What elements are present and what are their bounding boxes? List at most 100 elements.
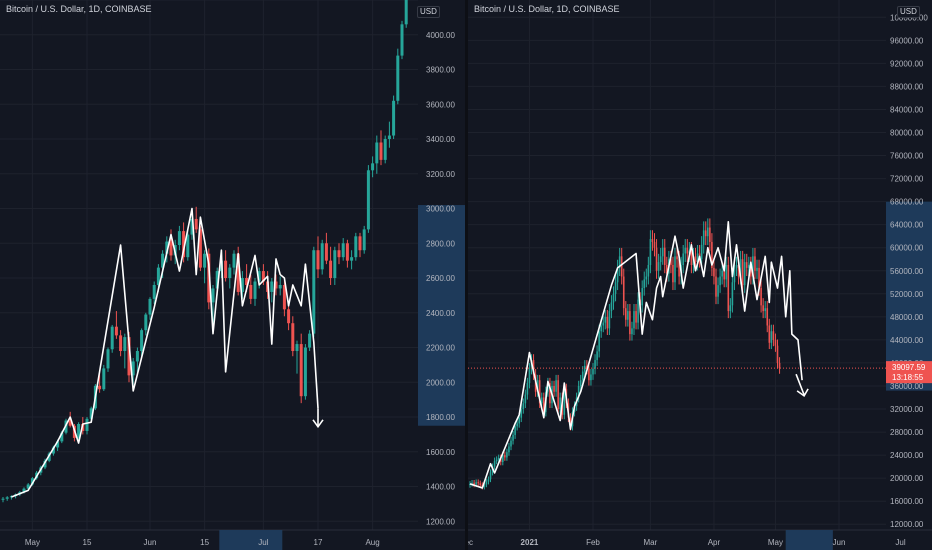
- candle-body: [776, 345, 779, 363]
- candle-body: [43, 460, 47, 468]
- candle-body: [308, 333, 312, 348]
- price-tick-label: 72000.00: [890, 175, 924, 184]
- candle-body: [249, 284, 253, 299]
- chart-left-currency-badge[interactable]: USD: [417, 6, 440, 18]
- candle-body: [224, 260, 228, 279]
- chart-right-currency-badge[interactable]: USD: [897, 6, 920, 18]
- candle-body: [721, 270, 723, 277]
- candle-body: [528, 368, 531, 384]
- candle-body: [98, 385, 102, 390]
- candle-body: [702, 230, 705, 245]
- price-tick-label: 1800.00: [426, 413, 455, 422]
- candle-body: [770, 331, 773, 343]
- candle-body: [493, 460, 496, 467]
- candle-body: [633, 311, 635, 329]
- candle-body: [371, 163, 375, 171]
- price-tick-label: 3400.00: [426, 135, 455, 144]
- candle-body: [354, 236, 358, 258]
- candle-body: [489, 472, 492, 480]
- time-tick-label: 17: [314, 538, 323, 547]
- candle-body: [77, 424, 81, 438]
- candle-body: [707, 227, 709, 237]
- candle-body: [588, 368, 590, 381]
- candle-body: [754, 256, 756, 271]
- candle-body: [625, 308, 627, 320]
- candle-body: [320, 243, 324, 270]
- candle-body: [715, 276, 717, 297]
- candle-body: [30, 478, 34, 485]
- candle-body: [750, 265, 752, 277]
- chart-left-panel[interactable]: 4000.00 3800.00 3600.00 3400.00 3200.00 3000.…: [0, 0, 465, 550]
- candle-body: [194, 218, 198, 230]
- candle-body: [600, 325, 602, 332]
- candle-body: [89, 408, 93, 419]
- candle-body: [161, 253, 165, 268]
- candle-body: [635, 311, 637, 323]
- candle-body: [169, 241, 173, 256]
- price-tick-label: 92000.00: [890, 59, 924, 68]
- price-tick-label: 84000.00: [890, 105, 924, 114]
- candle-body: [131, 361, 135, 376]
- price-tick-label: 2600.00: [426, 274, 455, 283]
- candle-body: [156, 267, 160, 285]
- time-tick-label: May: [768, 538, 783, 547]
- candle-body: [68, 420, 72, 426]
- candle-body: [379, 142, 383, 160]
- candle-body: [508, 446, 510, 453]
- candle-body: [232, 253, 236, 268]
- candle-body: [148, 298, 152, 315]
- candle-body: [745, 262, 748, 268]
- candle-body: [629, 311, 631, 335]
- price-tick-label: 44000.00: [890, 336, 924, 345]
- candle-body: [177, 231, 181, 246]
- candle-body: [140, 330, 144, 352]
- candle-body: [657, 262, 660, 271]
- price-axis-highlight: [886, 201, 932, 391]
- panel-divider[interactable]: [465, 0, 468, 550]
- candle-body: [612, 293, 615, 303]
- chart-right-canvas[interactable]: 100000.0096000.0092000.0088000.0084000.0…: [468, 0, 932, 550]
- candle-body: [748, 265, 750, 268]
- time-tick-label: Jul: [258, 538, 268, 547]
- candle-body: [295, 344, 299, 352]
- candle-body: [678, 259, 680, 277]
- candle-body: [666, 265, 668, 274]
- chart-left-canvas[interactable]: 4000.00 3800.00 3600.00 3400.00 3200.00 3000.…: [0, 0, 465, 550]
- price-tick-label: 24000.00: [890, 451, 924, 460]
- candle-body: [152, 284, 156, 299]
- candle-body: [532, 360, 535, 375]
- time-tick-label: 2021: [521, 538, 539, 547]
- candle-body: [719, 276, 721, 286]
- candle-body: [653, 241, 656, 248]
- candle-body: [729, 305, 732, 312]
- candle-body: [102, 368, 106, 390]
- candle-body: [106, 349, 110, 369]
- price-tick-label: 88000.00: [890, 82, 924, 91]
- candle-body: [473, 482, 475, 485]
- candle-body: [581, 371, 584, 381]
- chart-right-panel[interactable]: 100000.0096000.0092000.0088000.0084000.0…: [468, 0, 932, 550]
- candle-body: [616, 267, 619, 283]
- current-price-tag-bg: [886, 361, 932, 384]
- price-tick-label: 20000.00: [890, 474, 924, 483]
- price-tick-label: 1400.00: [426, 483, 455, 492]
- candle-body: [119, 335, 123, 352]
- candle-body: [733, 267, 736, 283]
- candle-body: [475, 482, 477, 485]
- candle-body: [182, 231, 186, 258]
- candle-body: [764, 308, 766, 312]
- candle-body: [618, 256, 621, 268]
- candle-body: [190, 218, 194, 235]
- candle-body: [47, 453, 51, 461]
- candle-body: [739, 259, 742, 277]
- time-tick-label: 15: [200, 538, 209, 547]
- countdown-label: 13:18:55: [892, 373, 924, 382]
- candle-body: [312, 250, 316, 334]
- candle-body: [291, 323, 295, 352]
- candle-body: [741, 259, 744, 286]
- candle-body: [758, 267, 760, 289]
- price-tick-label: 2000.00: [426, 378, 455, 387]
- candle-body: [123, 337, 127, 352]
- chart-right-title: Bitcoin / U.S. Dollar, 1D, COINBASE: [474, 4, 620, 14]
- candle-body: [487, 479, 490, 482]
